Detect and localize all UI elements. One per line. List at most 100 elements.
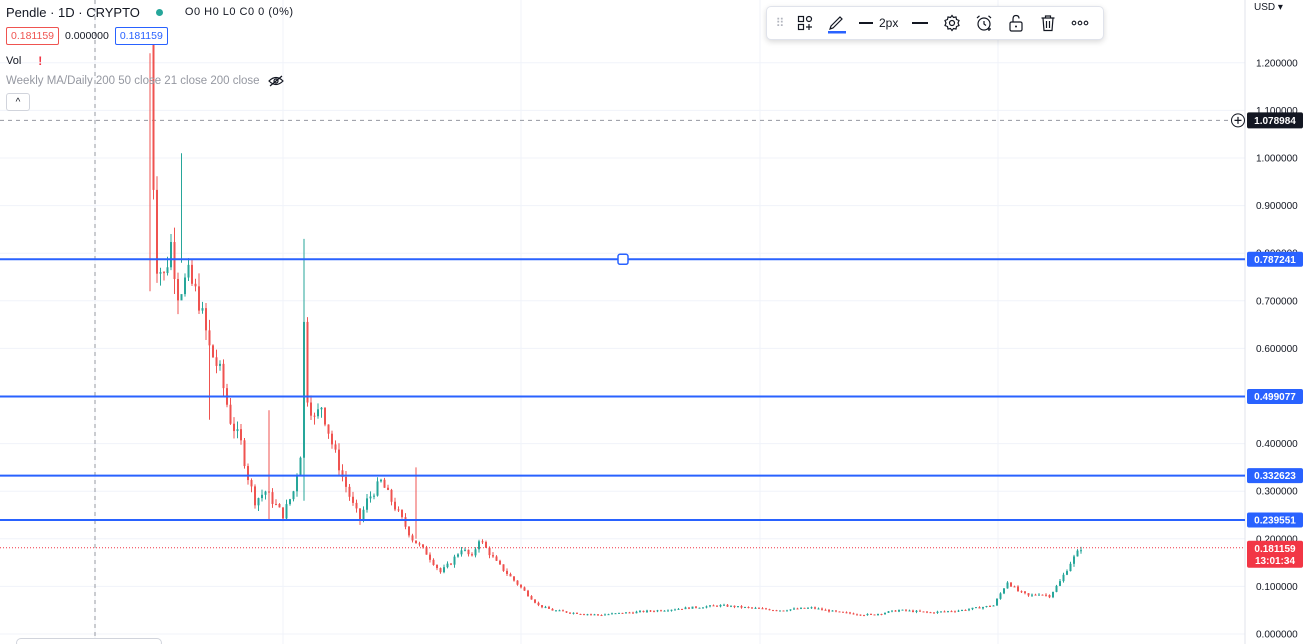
alert-clock-icon[interactable] <box>970 10 998 36</box>
eye-hidden-icon[interactable] <box>267 75 284 87</box>
candle-body <box>408 526 410 536</box>
candle-body <box>775 610 778 612</box>
candle-body <box>516 580 519 585</box>
candle-body <box>541 605 543 608</box>
candle-body <box>817 608 820 610</box>
volume-indicator-label[interactable]: Vol <box>6 55 22 67</box>
line-width-icon[interactable]: 2px <box>855 10 902 36</box>
candle-body <box>177 279 179 301</box>
candle-body <box>835 610 837 612</box>
candle-body <box>166 267 169 274</box>
candle-body <box>877 613 879 616</box>
candle-body <box>600 615 603 617</box>
candle-body <box>642 610 645 613</box>
candle-body <box>488 547 491 556</box>
candle-body <box>310 402 312 416</box>
candle-body <box>656 610 659 612</box>
candle-body <box>621 612 624 614</box>
candle-body <box>355 502 358 509</box>
grip-icon[interactable]: ⠿ <box>775 16 785 30</box>
unlock-icon[interactable] <box>1002 10 1030 36</box>
candle-body <box>429 554 431 560</box>
collapse-legend-button[interactable]: ^ <box>6 93 30 111</box>
candle-body <box>1059 581 1061 586</box>
symbol-title[interactable]: Pendle · 1D · CRYPTO <box>6 4 140 20</box>
candle-body <box>352 496 354 503</box>
candle-body <box>716 605 718 607</box>
candle-body <box>453 556 456 565</box>
candle-body <box>894 610 897 612</box>
candle-body <box>891 610 893 612</box>
candle-body <box>159 272 162 274</box>
sell-price-box[interactable]: 0.181159 <box>6 27 60 45</box>
more-icon[interactable] <box>1066 10 1094 36</box>
drawing-toolbar: ⠿ 2px <box>766 6 1104 40</box>
line-style-icon[interactable] <box>906 10 934 36</box>
candle-body <box>229 404 232 424</box>
candle-body <box>432 559 435 565</box>
candle-body <box>527 590 529 597</box>
candle-body <box>460 550 463 555</box>
candle-body <box>821 608 823 610</box>
level-price-tag <box>1247 468 1303 484</box>
candle-body <box>961 609 963 611</box>
candle-body <box>975 607 977 609</box>
candle-body <box>1080 550 1082 552</box>
line-anchor-handle[interactable] <box>617 253 629 266</box>
candle-body <box>257 498 260 506</box>
candle-body <box>278 504 281 508</box>
candle-body <box>261 494 263 499</box>
warning-icon[interactable]: ! <box>38 54 43 68</box>
trash-icon[interactable] <box>1034 10 1062 36</box>
candle-body <box>604 614 606 616</box>
candle-body <box>313 415 316 417</box>
pencil-color-icon[interactable] <box>823 10 851 36</box>
candle-body <box>184 277 186 295</box>
candle-body <box>474 549 477 556</box>
candle-body <box>534 599 536 603</box>
candle-body <box>761 608 764 610</box>
candle-body <box>684 607 687 610</box>
candle-body <box>205 308 207 331</box>
candle-body <box>208 330 211 346</box>
candle-body <box>691 606 694 609</box>
candle-body <box>296 475 298 492</box>
candle-body <box>551 608 554 611</box>
candle-body <box>926 611 928 613</box>
candle-body <box>373 495 375 497</box>
y-tick-label: 0.400000 <box>1256 439 1298 450</box>
candle-body <box>1048 595 1051 598</box>
candle-body <box>653 611 655 613</box>
candle-body <box>523 587 526 591</box>
crosshair-price-label: 1.078984 <box>1254 116 1296 127</box>
templates-icon[interactable] <box>791 10 819 36</box>
candle-body <box>1013 586 1016 588</box>
candle-body <box>222 363 225 389</box>
candle-body <box>282 507 284 519</box>
candle-body <box>922 611 925 613</box>
crosshair-price-tag <box>1247 112 1303 129</box>
currency-selector[interactable]: USD ▾ <box>1254 2 1283 13</box>
candle-body <box>583 614 585 616</box>
candle-body <box>607 614 610 616</box>
candle-body <box>586 614 589 616</box>
candle-body <box>1069 563 1072 572</box>
candle-body <box>814 607 816 609</box>
y-tick-label: 0.200000 <box>1256 534 1298 545</box>
timeframe-scrollbar[interactable] <box>16 638 162 644</box>
candle-body <box>943 611 946 613</box>
candle-body <box>366 498 368 510</box>
candle-body <box>569 612 571 614</box>
candle-body <box>233 423 235 432</box>
candle-body <box>859 614 862 616</box>
candle-body <box>779 610 781 612</box>
candle-body <box>912 610 914 613</box>
ma-indicator-label[interactable]: Weekly MA/Daily 200 50 close 21 close 20… <box>6 75 260 87</box>
candle-body <box>173 242 176 280</box>
candle-body <box>901 609 904 611</box>
last-price-label: 0.181159 <box>1254 544 1296 555</box>
buy-price-box[interactable]: 0.181159 <box>114 27 168 45</box>
candle-body <box>215 357 218 366</box>
settings-gear-icon[interactable] <box>938 10 966 36</box>
